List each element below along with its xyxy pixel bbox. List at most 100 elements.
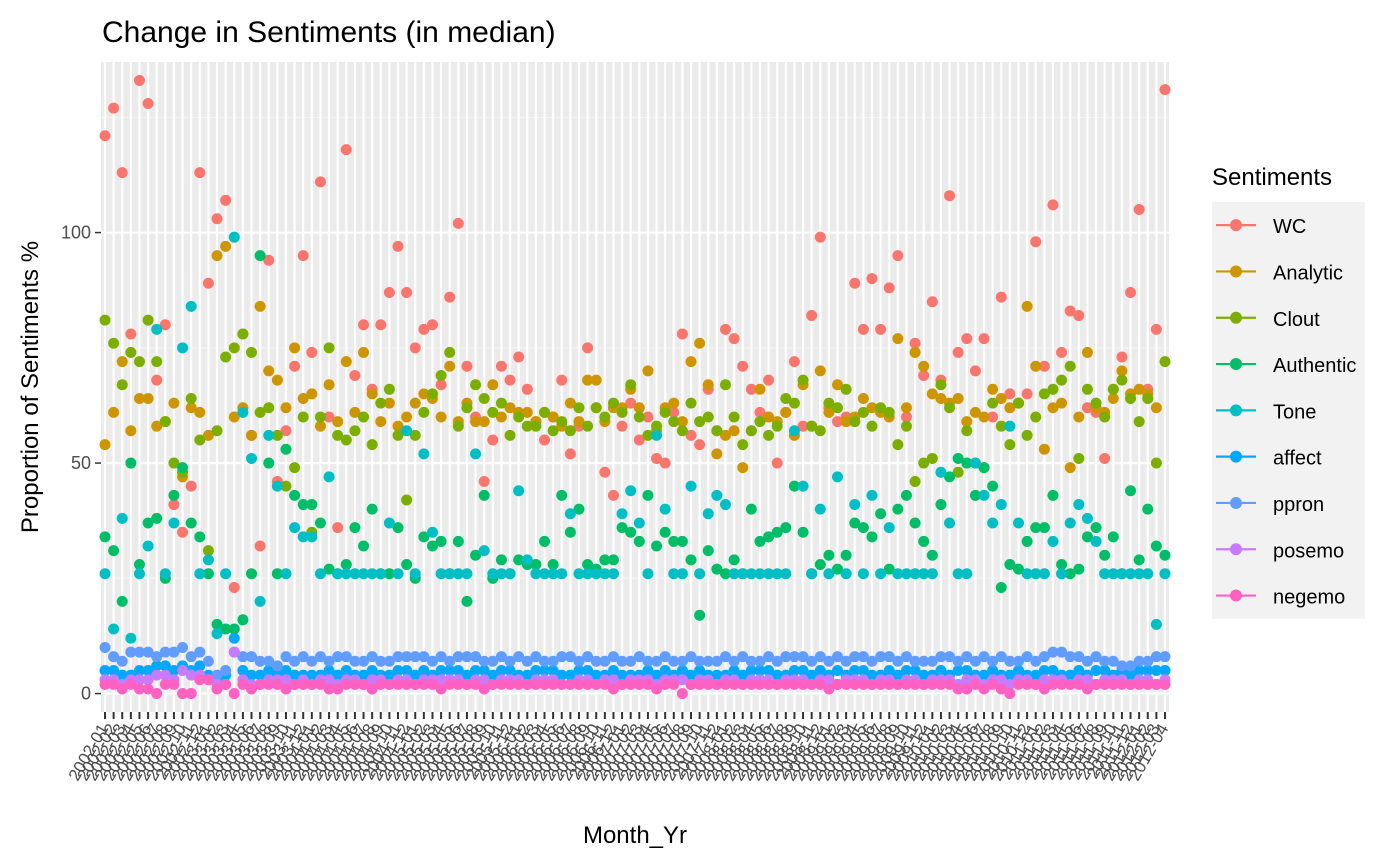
data-point: [513, 651, 525, 663]
data-point: [116, 595, 128, 607]
data-point: [1047, 535, 1059, 547]
data-point: [133, 646, 145, 658]
data-point: [202, 429, 214, 441]
data-point: [366, 568, 378, 580]
data-point: [857, 651, 869, 663]
data-point: [969, 365, 981, 377]
data-point: [711, 655, 723, 667]
data-point: [470, 665, 482, 677]
data-point: [168, 499, 180, 511]
data-point: [159, 678, 171, 690]
data-point: [1030, 522, 1042, 534]
data-point: [125, 646, 137, 658]
data-point: [280, 665, 292, 677]
data-point: [892, 669, 904, 681]
data-point: [1107, 568, 1119, 580]
data-point: [616, 678, 628, 690]
data-point: [314, 517, 326, 529]
data-point: [737, 568, 749, 580]
data-point: [1064, 568, 1076, 580]
data-point: [1073, 563, 1085, 575]
data-point: [246, 669, 257, 681]
data-point: [1090, 522, 1102, 534]
data-point: [539, 665, 551, 677]
data-point: [1116, 374, 1128, 386]
data-point: [1038, 568, 1050, 580]
data-point: [832, 651, 844, 663]
data-point: [108, 678, 120, 690]
data-point: [435, 411, 447, 423]
data-point: [935, 379, 947, 391]
data-point: [478, 416, 490, 428]
data-point: [332, 683, 344, 695]
data-point: [780, 406, 792, 418]
data-point: [194, 167, 206, 179]
data-point: [228, 582, 240, 594]
data-point: [383, 287, 395, 298]
data-point: [564, 425, 576, 437]
data-point: [1013, 397, 1024, 409]
data-point: [142, 393, 154, 405]
data-point: [883, 651, 895, 663]
data-point: [323, 342, 335, 354]
data-point: [1081, 346, 1093, 358]
data-point: [582, 665, 594, 677]
data-point: [797, 678, 809, 690]
data-point: [392, 420, 404, 432]
series-ppron: [99, 641, 1171, 681]
data-point: [702, 655, 714, 667]
legend: Sentiments WC Analytic Clout Authentic Tone a…: [1212, 164, 1365, 619]
data-point: [875, 651, 887, 663]
data-point: [771, 526, 783, 538]
data-point: [823, 674, 835, 686]
legend-item-posemo: posemo: [1216, 540, 1344, 562]
data-point: [297, 250, 309, 262]
data-point: [435, 568, 447, 580]
data-point: [754, 535, 766, 547]
legend-label: Authentic: [1273, 355, 1356, 377]
legend-key-point: [1230, 450, 1242, 463]
data-point: [926, 655, 938, 667]
data-point: [366, 503, 378, 515]
data-point: [625, 485, 637, 497]
data-point: [642, 411, 654, 423]
data-point: [556, 651, 568, 663]
data-point: [1099, 655, 1111, 667]
data-point: [599, 411, 611, 423]
data-point: [1142, 568, 1154, 580]
data-point: [814, 651, 826, 663]
data-point: [1030, 360, 1042, 372]
legend-label: Clout: [1273, 309, 1320, 331]
data-point: [375, 655, 387, 667]
data-point: [228, 342, 240, 354]
data-point: [177, 526, 189, 538]
data-point: [1030, 669, 1042, 681]
y-tick-label: 50: [71, 453, 91, 473]
data-point: [513, 485, 525, 497]
data-point: [1064, 360, 1076, 372]
data-point: [340, 665, 352, 677]
data-point: [797, 480, 809, 492]
data-point: [1021, 300, 1033, 312]
data-point: [1159, 665, 1171, 677]
data-point: [220, 665, 232, 677]
data-point: [1073, 665, 1085, 677]
data-point: [487, 406, 499, 418]
data-point: [797, 651, 809, 663]
data-point: [987, 665, 999, 677]
data-point: [470, 379, 482, 391]
legend-label: WC: [1273, 216, 1306, 238]
data-point: [1090, 651, 1102, 663]
data-point: [978, 411, 990, 423]
data-point: [108, 102, 120, 114]
data-point: [280, 651, 292, 663]
data-point: [1159, 651, 1171, 663]
data-point: [771, 669, 783, 681]
data-point: [1038, 674, 1050, 686]
data-point: [642, 568, 654, 580]
data-point: [659, 678, 671, 690]
data-point: [676, 328, 688, 340]
data-point: [194, 674, 206, 686]
data-point: [254, 540, 266, 552]
data-point: [728, 678, 740, 690]
